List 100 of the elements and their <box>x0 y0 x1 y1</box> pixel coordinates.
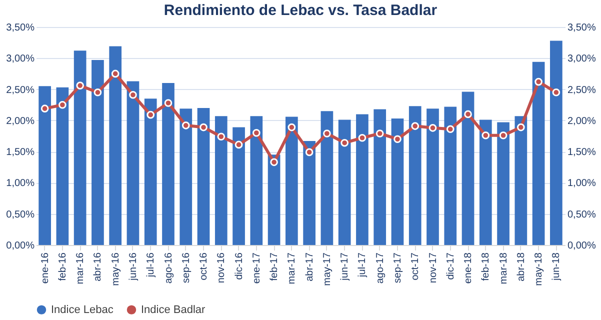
bar <box>162 83 174 245</box>
bar <box>38 86 51 245</box>
bar <box>497 122 510 245</box>
point <box>534 78 542 86</box>
point <box>552 88 560 96</box>
y2-tick-label: 3,00% <box>568 54 596 65</box>
bar <box>374 109 386 245</box>
bar <box>250 116 263 245</box>
bar <box>391 118 404 245</box>
x-tick-label: feb-18 <box>480 252 492 281</box>
y2-tick-label: 2,00% <box>568 116 596 127</box>
x-tick-label: may-16 <box>110 252 122 286</box>
bar <box>462 92 474 245</box>
bar <box>444 106 457 245</box>
point <box>323 130 331 138</box>
x-tick-label: ene-18 <box>463 252 474 284</box>
point <box>305 148 314 156</box>
x-tick-label: sep-16 <box>180 252 192 284</box>
y-tick-label: 2,50% <box>6 84 35 96</box>
y2-tick-label: 2,50% <box>568 84 596 96</box>
point <box>129 90 137 99</box>
point <box>482 131 490 140</box>
y-tick-label: 1,00% <box>6 178 35 190</box>
x-tick-label: jul-16 <box>146 252 157 278</box>
bar <box>126 81 140 245</box>
legend-label: Indice Lebac <box>51 304 114 316</box>
x-tick-label: dic-17 <box>445 252 456 280</box>
point <box>182 122 190 130</box>
bar <box>320 111 334 245</box>
x-tick-label: mar-18 <box>498 252 510 284</box>
y-tick-label: 3,50% <box>6 22 35 34</box>
legend-label: Indice Badlar <box>141 304 206 316</box>
x-tick-label: sep-17 <box>392 252 404 284</box>
bar <box>92 60 104 245</box>
x-tick-label: nov-17 <box>428 252 439 284</box>
point <box>411 122 420 130</box>
bar <box>356 114 368 245</box>
point <box>94 88 102 96</box>
point <box>464 110 472 118</box>
point <box>394 135 402 144</box>
x-tick-label: feb-16 <box>57 252 68 281</box>
x-tick-label: may-18 <box>534 252 545 286</box>
bar <box>56 87 69 245</box>
x-tick-label: feb-17 <box>269 252 280 281</box>
bar <box>426 108 439 245</box>
point <box>288 123 296 132</box>
y2-tick-label: 0,00% <box>568 240 596 252</box>
x-tick-label: abr-17 <box>304 252 316 282</box>
x-tick-label: oct-17 <box>410 252 422 280</box>
bar <box>144 98 157 245</box>
x-tick-label: jun-18 <box>551 252 562 282</box>
x-tick-label: abr-18 <box>516 252 527 282</box>
bar <box>180 108 192 245</box>
bar <box>268 154 280 245</box>
bar <box>550 40 562 245</box>
point <box>358 134 366 142</box>
bar <box>286 116 298 245</box>
bar <box>74 50 86 245</box>
point <box>234 140 243 149</box>
point <box>200 123 208 132</box>
point <box>58 100 66 109</box>
x-tick-label: ene-16 <box>40 252 51 284</box>
point <box>111 70 120 78</box>
y-tick-label: 0,50% <box>6 209 35 220</box>
point <box>517 123 525 132</box>
point <box>270 158 278 166</box>
x-tick-label: dic-16 <box>234 252 245 280</box>
point <box>217 132 226 141</box>
point <box>40 104 49 112</box>
point <box>428 124 437 132</box>
point <box>252 128 260 137</box>
point <box>76 82 84 90</box>
x-tick-label: jul-17 <box>357 252 368 278</box>
x-tick-label: abr-16 <box>92 252 104 282</box>
y2-tick-label: 1,00% <box>568 178 596 190</box>
y-tick-label: 3,00% <box>6 54 35 65</box>
x-tick-label: mar-16 <box>75 252 86 284</box>
bar <box>338 120 351 245</box>
x-tick-label: jun-16 <box>128 252 139 282</box>
bar <box>303 140 316 245</box>
bar <box>214 116 228 245</box>
y-tick-label: 0,00% <box>6 240 35 252</box>
y2-tick-label: 1,50% <box>568 147 596 158</box>
x-tick-label: jun-17 <box>340 252 351 282</box>
y2-tick-label: 0,50% <box>568 209 596 220</box>
point <box>164 99 172 107</box>
bar <box>232 127 245 245</box>
point <box>499 131 508 140</box>
y2-tick-label: 3,50% <box>568 22 596 34</box>
x-tick-label: ene-17 <box>251 252 262 284</box>
bar <box>109 46 122 245</box>
x-tick-label: may-17 <box>322 252 333 286</box>
point <box>146 110 155 119</box>
bar <box>532 62 545 245</box>
point <box>446 125 454 134</box>
x-tick-label: ago-16 <box>163 252 174 284</box>
point <box>340 138 348 147</box>
y-tick-label: 2,00% <box>6 116 35 127</box>
x-tick-label: mar-17 <box>286 252 298 284</box>
bar <box>408 106 422 245</box>
